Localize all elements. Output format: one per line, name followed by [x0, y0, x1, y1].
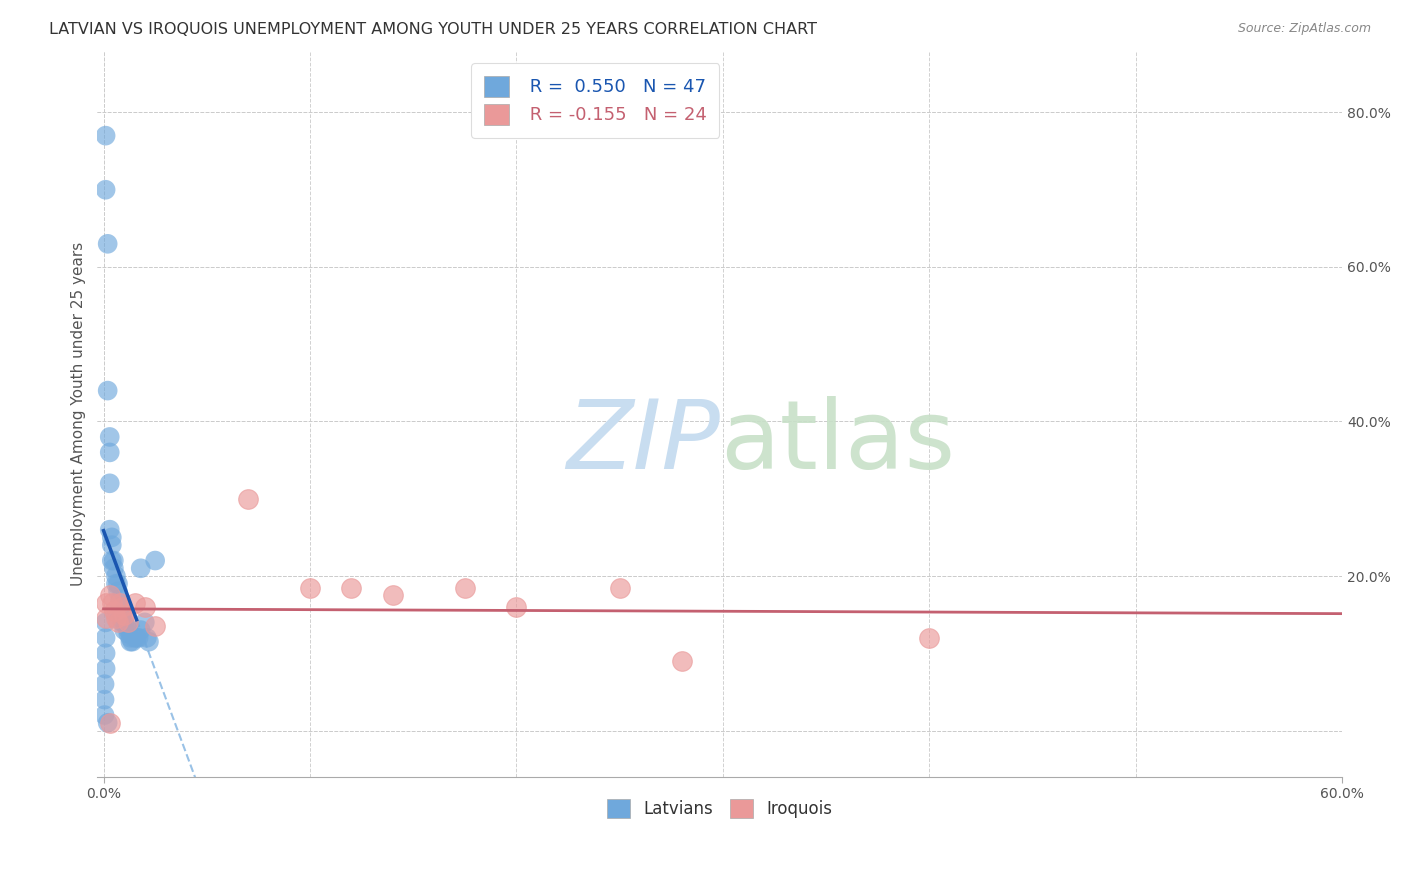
Point — [98, 523, 121, 537]
Text: ZIP: ZIP — [567, 396, 720, 490]
Point — [97, 715, 120, 730]
Point — [104, 569, 127, 583]
Point — [143, 619, 166, 633]
Point — [918, 631, 941, 645]
Point — [138, 634, 160, 648]
Point — [236, 491, 259, 506]
Point — [117, 627, 139, 641]
Point — [94, 611, 117, 625]
Point — [117, 615, 139, 630]
Point — [454, 581, 477, 595]
Point — [93, 692, 115, 706]
Text: Source: ZipAtlas.com: Source: ZipAtlas.com — [1237, 22, 1371, 36]
Point — [120, 634, 142, 648]
Y-axis label: Unemployment Among Youth under 25 years: Unemployment Among Youth under 25 years — [72, 242, 86, 586]
Point — [117, 623, 139, 637]
Point — [103, 561, 125, 575]
Text: LATVIAN VS IROQUOIS UNEMPLOYMENT AMONG YOUTH UNDER 25 YEARS CORRELATION CHART: LATVIAN VS IROQUOIS UNEMPLOYMENT AMONG Y… — [49, 22, 817, 37]
Point — [101, 553, 124, 567]
Point — [112, 615, 135, 630]
Point — [97, 236, 120, 251]
Point — [94, 183, 117, 197]
Point — [124, 596, 146, 610]
Point — [97, 384, 120, 398]
Point — [135, 631, 157, 645]
Point — [104, 576, 127, 591]
Point — [103, 553, 125, 567]
Point — [115, 619, 138, 633]
Point — [128, 631, 150, 645]
Point — [124, 631, 146, 645]
Point — [134, 615, 156, 630]
Point — [93, 708, 115, 723]
Point — [98, 430, 121, 444]
Text: atlas: atlas — [720, 396, 955, 490]
Legend: Latvians, Iroquois: Latvians, Iroquois — [599, 790, 841, 827]
Point — [111, 599, 134, 614]
Point — [104, 611, 127, 625]
Point — [121, 634, 143, 648]
Point — [381, 588, 404, 602]
Point — [94, 646, 117, 660]
Point — [108, 599, 131, 614]
Point — [340, 581, 363, 595]
Point — [143, 553, 166, 567]
Point — [298, 581, 321, 595]
Point — [98, 476, 121, 491]
Point — [671, 654, 693, 668]
Point — [107, 615, 129, 630]
Point — [94, 128, 117, 143]
Point — [94, 662, 117, 676]
Point — [101, 538, 124, 552]
Point — [107, 584, 129, 599]
Point — [120, 631, 142, 645]
Point — [505, 599, 527, 614]
Point — [108, 596, 131, 610]
Point — [111, 607, 134, 622]
Point — [94, 615, 117, 630]
Point — [93, 677, 115, 691]
Point — [98, 445, 121, 459]
Point — [108, 607, 131, 622]
Point — [98, 715, 121, 730]
Point — [107, 576, 129, 591]
Point — [101, 530, 124, 544]
Point — [125, 631, 148, 645]
Point — [98, 588, 121, 602]
Point — [94, 596, 117, 610]
Point — [134, 599, 156, 614]
Point — [108, 592, 131, 607]
Point — [112, 607, 135, 622]
Point — [609, 581, 631, 595]
Point — [112, 623, 135, 637]
Point — [101, 596, 124, 610]
Point — [103, 604, 125, 618]
Point — [111, 615, 134, 630]
Point — [94, 631, 117, 645]
Point — [129, 623, 152, 637]
Point — [129, 561, 152, 575]
